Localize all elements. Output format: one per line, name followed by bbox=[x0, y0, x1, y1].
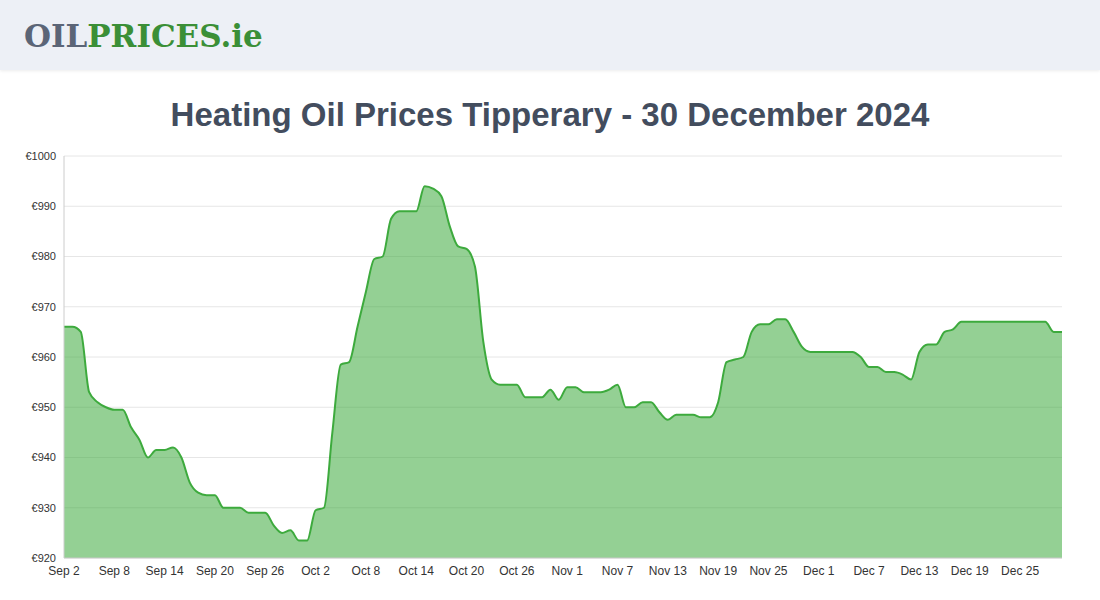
svg-text:€930: €930 bbox=[32, 502, 56, 514]
svg-text:Dec 7: Dec 7 bbox=[853, 564, 885, 578]
svg-text:Sep 20: Sep 20 bbox=[196, 564, 234, 578]
svg-text:Dec 13: Dec 13 bbox=[900, 564, 938, 578]
svg-text:€990: €990 bbox=[32, 200, 56, 212]
svg-text:€980: €980 bbox=[32, 250, 56, 262]
svg-text:€960: €960 bbox=[32, 351, 56, 363]
svg-text:Sep 14: Sep 14 bbox=[146, 564, 184, 578]
svg-text:Dec 25: Dec 25 bbox=[1001, 564, 1039, 578]
svg-text:€1000: €1000 bbox=[25, 150, 56, 162]
svg-text:Nov 7: Nov 7 bbox=[602, 564, 634, 578]
svg-text:Oct 26: Oct 26 bbox=[499, 564, 535, 578]
html-text:OIL PRICES.ie: OIL PRICES.ie bbox=[24, 18, 263, 54]
svg-text:Dec 1: Dec 1 bbox=[803, 564, 835, 578]
svg-text:Oct 8: Oct 8 bbox=[352, 564, 381, 578]
svg-text:Nov 1: Nov 1 bbox=[552, 564, 584, 578]
svg-text:Oct 2: Oct 2 bbox=[301, 564, 330, 578]
svg-text:Nov 25: Nov 25 bbox=[749, 564, 787, 578]
svg-text:€940: €940 bbox=[32, 451, 56, 463]
svg-text:Nov 13: Nov 13 bbox=[649, 564, 687, 578]
svg-text:Sep 2: Sep 2 bbox=[48, 564, 80, 578]
svg-text:Oct 14: Oct 14 bbox=[399, 564, 435, 578]
svg-text:€950: €950 bbox=[32, 401, 56, 413]
html-text:Heating Oil Prices Tipperary -: Heating Oil Prices Tipperary - 30 Decemb… bbox=[170, 96, 930, 133]
svg-text:Oct 20: Oct 20 bbox=[449, 564, 485, 578]
svg-text:Sep 26: Sep 26 bbox=[246, 564, 284, 578]
svg-text:Sep 8: Sep 8 bbox=[99, 564, 131, 578]
svg-text:€970: €970 bbox=[32, 301, 56, 313]
svg-text:€920: €920 bbox=[32, 552, 56, 564]
svg-text:Dec 19: Dec 19 bbox=[951, 564, 989, 578]
svg-text:Nov 19: Nov 19 bbox=[699, 564, 737, 578]
